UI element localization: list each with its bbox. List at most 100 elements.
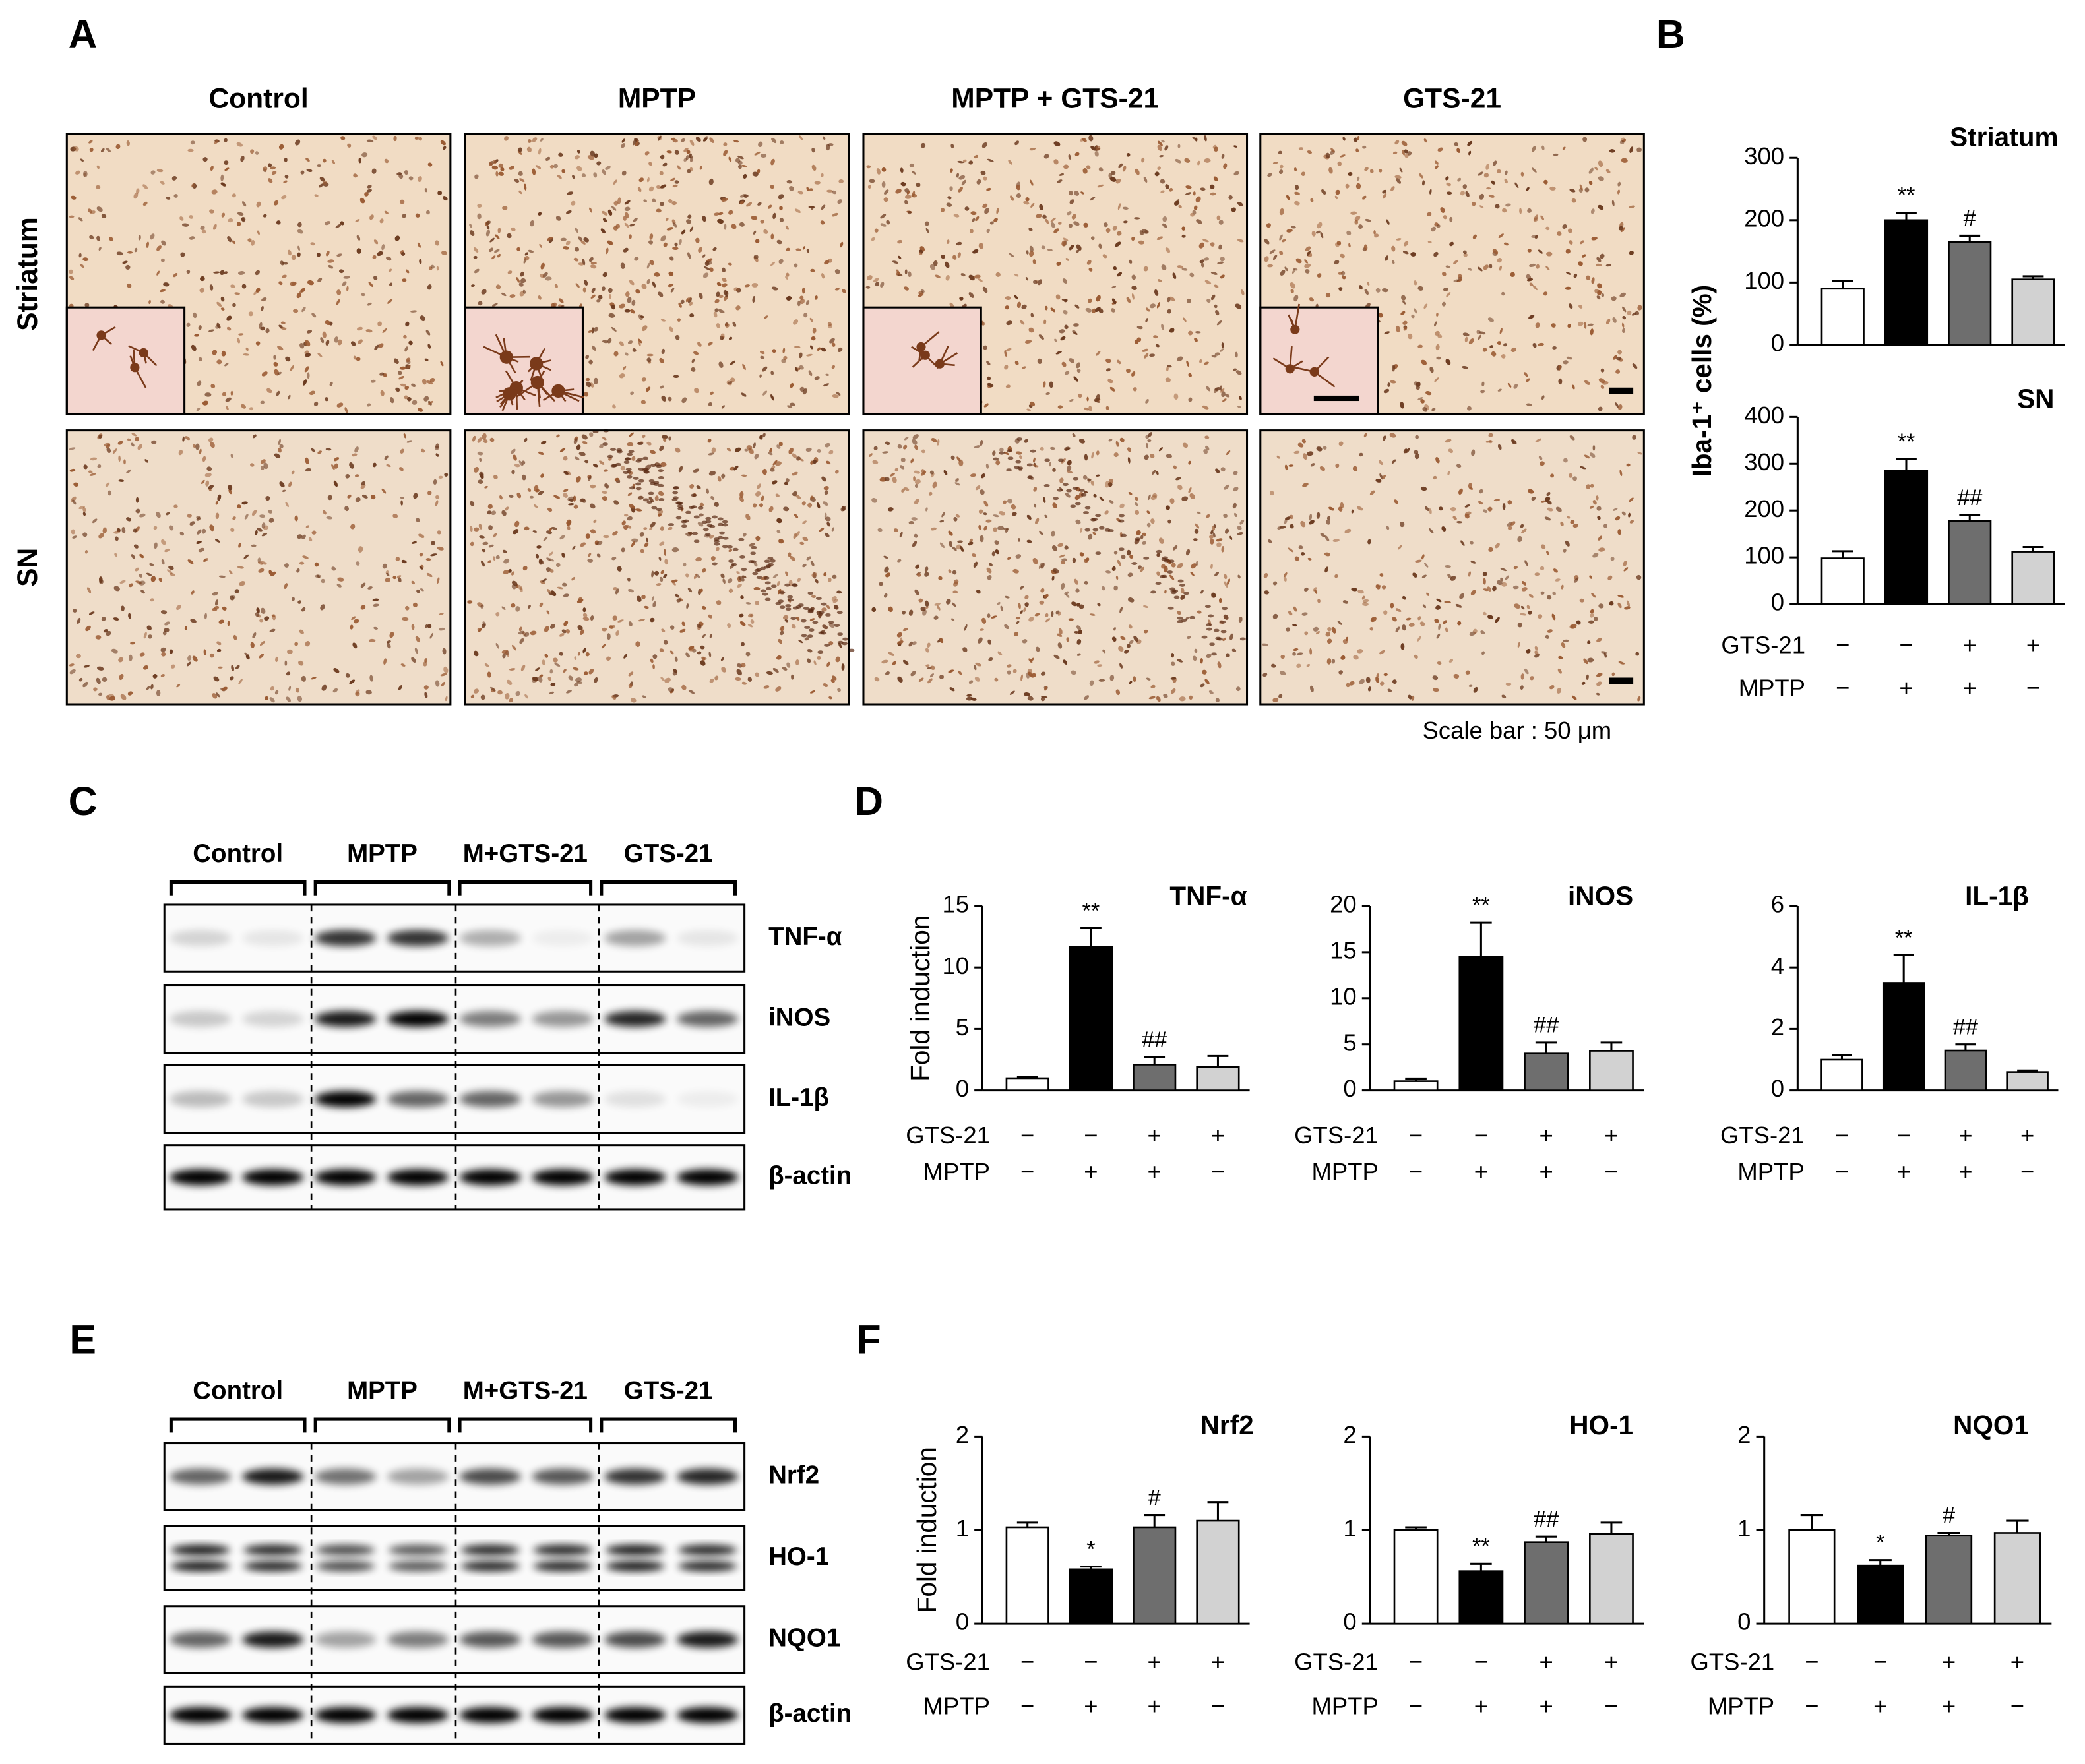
bar [1458,956,1504,1091]
cell [1014,295,1018,300]
cell [115,144,121,150]
cell [126,140,130,146]
cell [1043,319,1047,325]
cell [232,303,236,307]
significance-mark: ## [1534,1507,1559,1532]
dense-cell [1179,584,1185,587]
y-tick-label: 300 [1744,142,1784,169]
dense-cell [807,634,813,638]
cell [896,269,900,275]
band [532,1091,594,1107]
cell [307,372,310,379]
cell [253,289,259,295]
cell [590,150,596,157]
bar [1884,470,1929,605]
blot-label: β-actin [768,1699,852,1728]
dense-cell [638,468,644,471]
cell [1131,236,1135,241]
row-label: SN [12,548,44,587]
cell [770,233,774,240]
inset-process [536,382,548,396]
cell [602,272,608,278]
cell [502,206,508,210]
cell [1177,356,1183,361]
cell [646,353,654,357]
significance-mark: ** [1898,183,1915,208]
cell [324,221,331,226]
dense-cell [656,464,662,468]
cell [1094,307,1101,313]
cell [473,255,478,259]
condition-mark: + [1084,1692,1098,1719]
cell [1181,226,1185,231]
cell [714,299,720,303]
cell [1161,264,1167,270]
cell [1111,298,1117,305]
cell [1294,191,1300,195]
cell [702,137,708,142]
cell [317,164,321,167]
micrograph-bg [67,430,451,705]
cell [311,313,317,318]
dense-cell [1062,483,1069,487]
band [532,1707,594,1724]
cell [929,264,935,270]
cell [535,165,542,169]
cell [1203,257,1210,261]
condition-label: MPTP [1312,1692,1379,1719]
cell [621,170,627,176]
cell [350,341,356,346]
cell [754,151,761,156]
cell [558,152,563,157]
cell [209,209,214,214]
cell [1588,167,1594,174]
dense-cell [999,451,1005,455]
cell [255,151,259,155]
band [242,1169,304,1186]
cell [247,238,252,243]
cell [277,371,282,375]
cell [1090,197,1096,201]
cell [1069,398,1074,402]
cell [1131,293,1135,300]
cell [224,138,228,142]
cell [771,286,778,291]
cell [752,171,759,177]
cell [1177,265,1184,269]
cell [1164,145,1169,151]
cell [1138,240,1145,245]
cell [821,347,826,352]
band [460,1560,520,1572]
condition-mark: + [1963,632,1977,659]
micrograph-bg [465,430,849,705]
cell [1628,205,1636,208]
band [460,1544,520,1556]
cell [520,271,524,277]
band [532,930,594,946]
cell [517,150,522,155]
cell [364,192,369,197]
dense-cell [658,469,664,473]
y-tick-label: 1 [956,1515,969,1542]
cell [412,400,418,405]
group-bracket [600,880,737,896]
cell [790,402,795,406]
cell [1055,350,1062,355]
inset-process [939,346,949,365]
cell [1116,272,1123,277]
condition-mark: − [1604,1692,1618,1719]
band [171,1560,230,1572]
cell [722,283,728,288]
y-tick-label: 5 [956,1014,969,1041]
cell [586,381,592,388]
cell [1169,328,1175,333]
dense-cell [607,454,613,458]
cell [518,171,523,176]
cell [1239,396,1242,400]
dense-cell [611,464,618,468]
cell [1157,166,1161,170]
cell [220,174,224,182]
cell [343,276,350,279]
cell [367,302,372,306]
cell [212,350,218,355]
